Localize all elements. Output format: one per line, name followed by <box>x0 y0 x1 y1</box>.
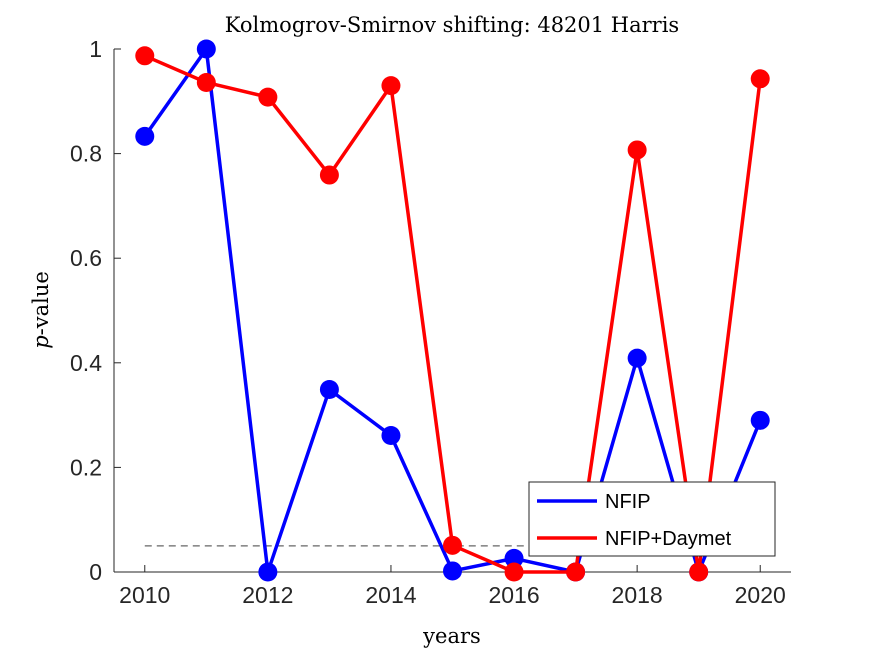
data-point-nfip-daymet <box>319 165 339 185</box>
x-axis-label: years <box>422 624 481 648</box>
y-tick-label: 0.6 <box>70 245 102 271</box>
data-point-nfip <box>627 348 647 368</box>
y-axis-label: p-value <box>29 271 53 349</box>
data-point-nfip <box>135 126 155 146</box>
x-tick-label: 2012 <box>242 582 293 608</box>
data-point-nfip-daymet <box>443 535 462 555</box>
x-tick-label: 2010 <box>119 582 170 608</box>
data-point-nfip-daymet <box>504 562 524 582</box>
x-tick-label: 2014 <box>365 582 416 608</box>
data-point-nfip <box>750 410 770 430</box>
plot-area: 2010 2012 2014 2016 2018 2020 0 0.2 0.4 0.6 0.8 1 NF… <box>70 36 791 608</box>
x-tick-label: 2020 <box>735 582 786 608</box>
legend-label-nfip-daymet: NFIP+Daymet <box>605 528 732 550</box>
y-tick-label: 1 <box>89 36 102 62</box>
legend-label-nfip: NFIP <box>605 491 651 513</box>
x-tick-label: 2016 <box>488 582 539 608</box>
data-point-nfip-daymet <box>196 72 216 92</box>
x-tick-label: 2018 <box>612 582 663 608</box>
y-axis-label-rest: -value <box>29 271 53 335</box>
data-point-nfip-daymet <box>381 76 401 96</box>
y-axis-label-italic: p <box>29 335 53 348</box>
y-tick-label: 0 <box>89 559 102 585</box>
data-point-nfip <box>258 562 278 582</box>
data-point-nfip <box>443 561 462 581</box>
chart-title: Kolmogrov-Smirnov shifting: 48201 Harris <box>225 13 679 37</box>
data-point-nfip-daymet <box>627 140 647 160</box>
data-point-nfip-daymet <box>750 69 770 89</box>
data-point-nfip <box>196 39 216 59</box>
data-point-nfip-daymet <box>135 46 155 66</box>
data-point-nfip-daymet <box>566 562 586 582</box>
y-tick-label: 0.4 <box>70 350 102 376</box>
data-point-nfip <box>319 379 339 399</box>
data-point-nfip <box>504 548 524 568</box>
data-point-nfip-daymet <box>689 562 709 582</box>
data-point-nfip-daymet <box>258 87 278 107</box>
data-point-nfip <box>381 425 401 445</box>
y-tick-label: 0.2 <box>70 454 102 480</box>
y-tick-label: 0.8 <box>70 141 102 167</box>
legend-box <box>528 481 776 557</box>
